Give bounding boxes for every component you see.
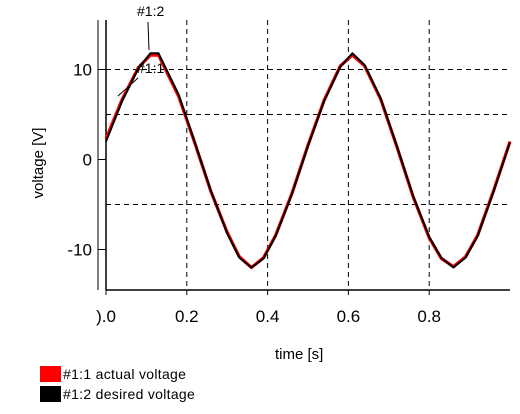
series-line [104, 53, 512, 270]
legend-label-actual: #1:1 actual voltage [63, 366, 187, 382]
grid-lines [106, 20, 510, 290]
series-desired-voltage [105, 52, 511, 269]
y-tick-label: 10 [73, 61, 92, 80]
y-axis-label: voltage [V] [30, 128, 47, 199]
series-actual-voltage [104, 53, 512, 270]
annotations: #1:2 #1:1 [117, 3, 164, 97]
y-tick-label: 0 [83, 151, 92, 170]
annotation-leader-actual [117, 77, 139, 97]
x-tick-label: 0.6 [337, 307, 361, 326]
x-tick-label: 0.2 [175, 307, 199, 326]
tick-labels: ).0 0.2 0.4 0.6 0.8 -10 0 10 [67, 61, 441, 327]
legend-swatch-desired [40, 386, 61, 402]
axes [97, 20, 510, 291]
annotation-actual: #1:1 [137, 60, 164, 76]
series-line [105, 52, 511, 269]
legend-item-actual: #1:1 actual voltage [40, 364, 195, 384]
line-chart: ).0 0.2 0.4 0.6 0.8 -10 0 10 voltage [V] time [… [30, 3, 512, 363]
y-tick-label: -10 [67, 241, 92, 260]
axis-labels: voltage [V] time [s] [30, 128, 323, 363]
legend-swatch-actual [40, 366, 61, 382]
legend-item-desired: #1:2 desired voltage [40, 384, 195, 404]
x-axis-label: time [s] [275, 346, 323, 363]
legend-label-desired: #1:2 desired voltage [63, 386, 196, 402]
legend: #1:1 actual voltage #1:2 desired voltage [40, 364, 195, 404]
x-tick-label: ).0 [96, 307, 116, 326]
x-tick-label: 0.4 [256, 307, 280, 326]
annotation-leader-desired [147, 21, 150, 51]
annotation-desired: #1:2 [137, 3, 164, 19]
x-tick-label: 0.8 [417, 307, 441, 326]
